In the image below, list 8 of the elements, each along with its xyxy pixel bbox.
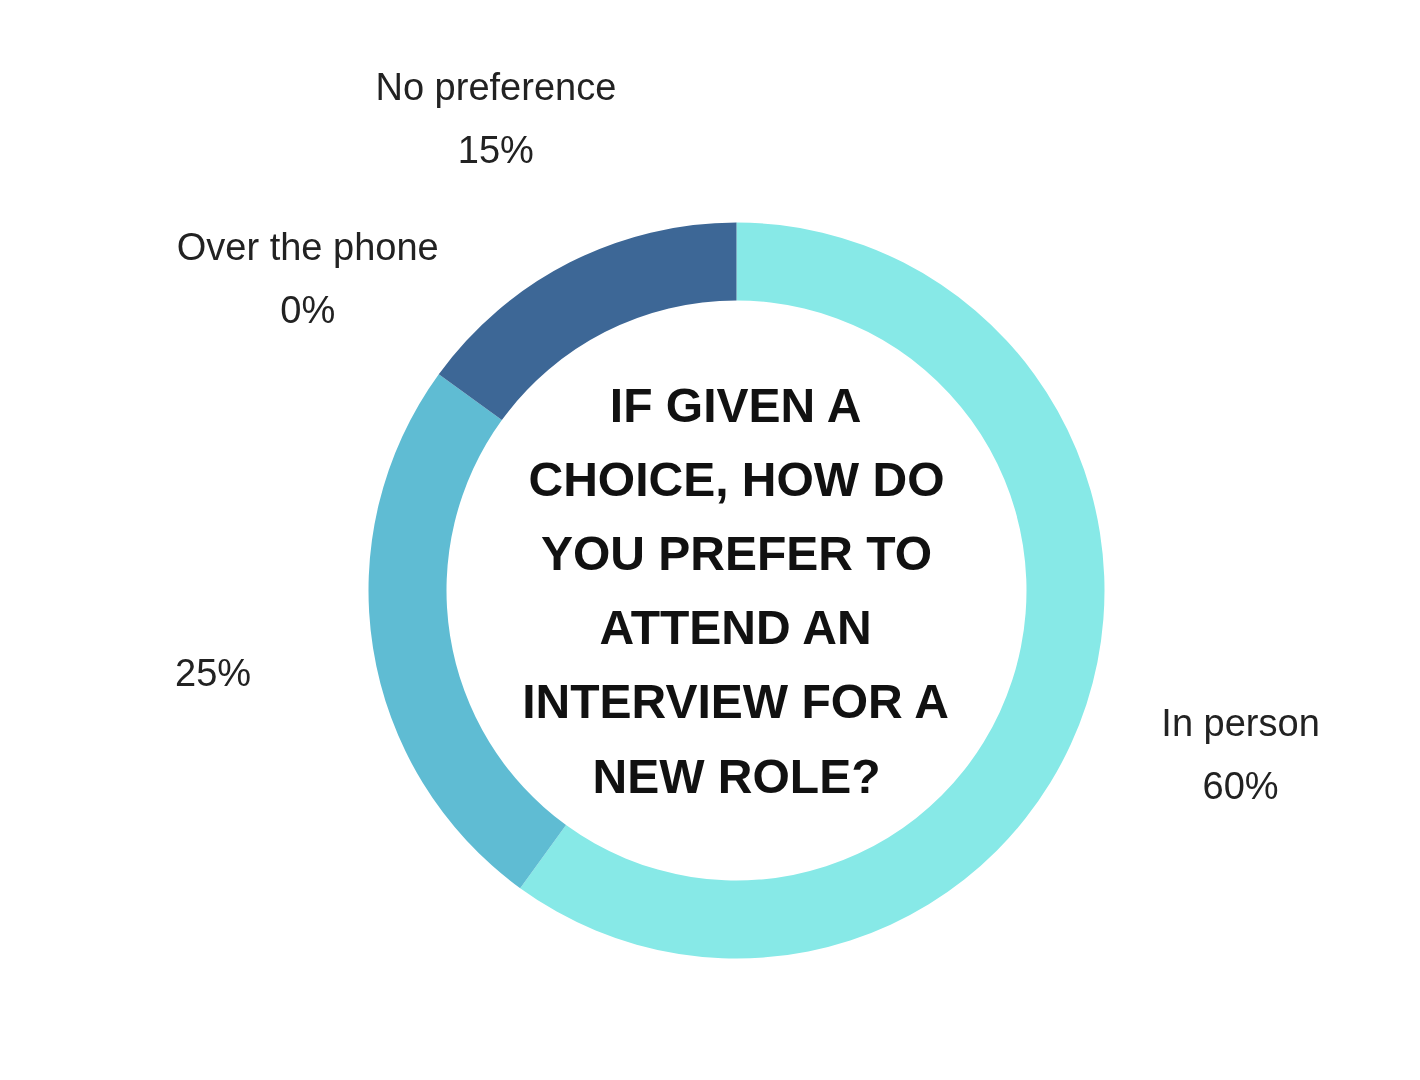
data-label: 25% xyxy=(175,652,252,695)
slice-label: In person xyxy=(1161,701,1320,744)
data-label: 15% xyxy=(457,128,534,171)
text: IF GIVEN A CHOICE, HOW DO YOU PREFER TO ATTEND AN INTERVIEW FOR A NEW ROLE? xyxy=(522,378,949,803)
text: 0% xyxy=(280,289,336,332)
category-label: Over the phone xyxy=(176,226,439,269)
slice-label: No preference xyxy=(375,65,617,108)
data-label: 60% xyxy=(1202,764,1279,807)
